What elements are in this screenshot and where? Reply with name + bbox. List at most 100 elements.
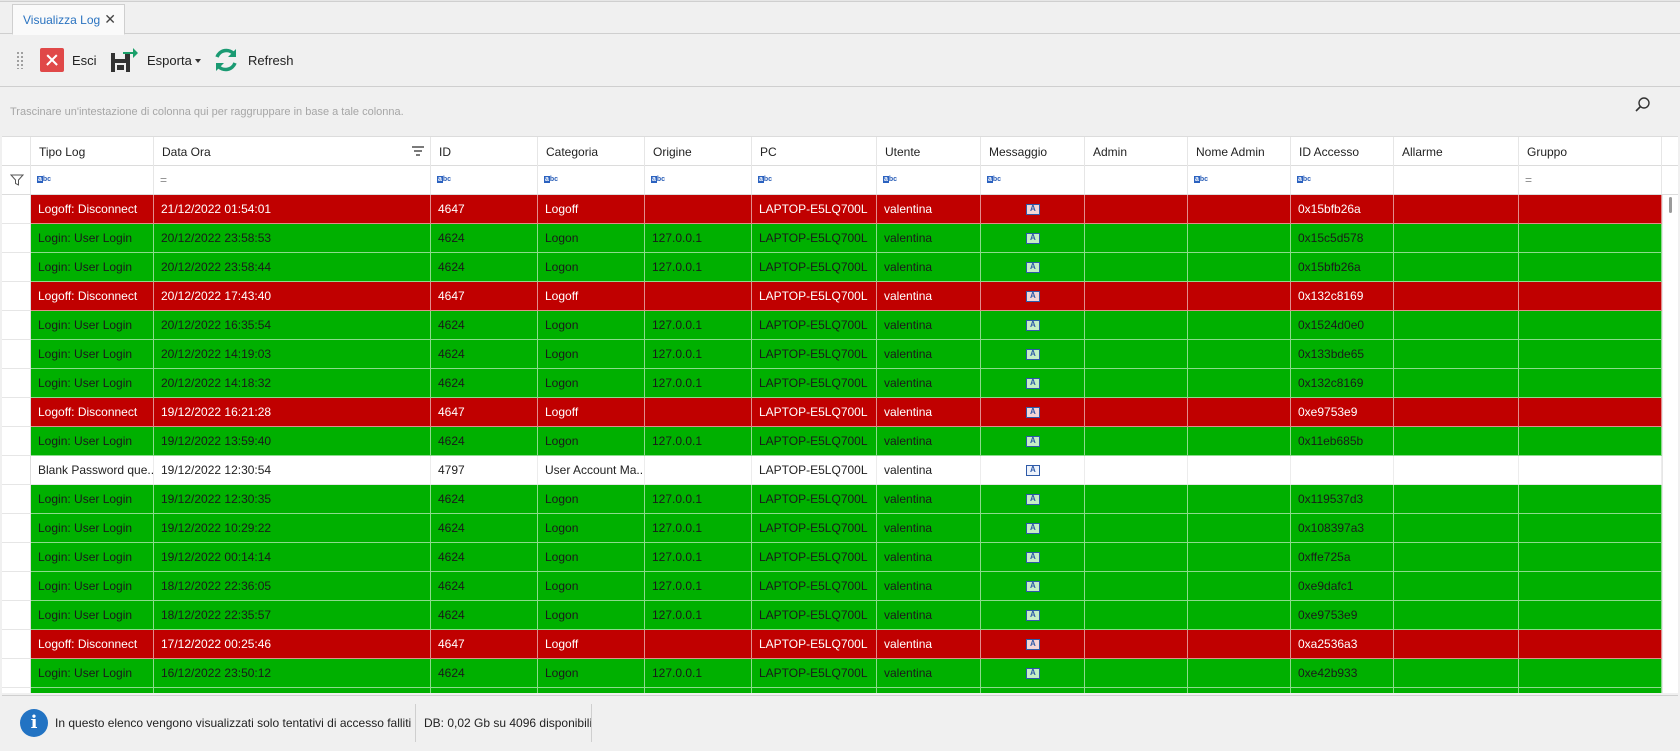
cell-cat[interactable]: Logoff (538, 195, 645, 224)
cell-tipo[interactable]: Login: User Login (31, 427, 154, 456)
cell-utente[interactable]: valentina (877, 282, 981, 311)
cell-utente[interactable]: valentina (877, 572, 981, 601)
cell-allarme[interactable] (1394, 659, 1519, 688)
message-icon[interactable] (1026, 319, 1040, 331)
cell-msg[interactable] (981, 514, 1085, 543)
filter-cell-gruppo[interactable]: = (1519, 166, 1662, 194)
cell-msg[interactable] (981, 688, 1085, 693)
cell-idacc[interactable]: 0x15c5d578 (1291, 224, 1394, 253)
cell-data[interactable] (154, 688, 431, 693)
cell-id[interactable]: 4624 (431, 601, 538, 630)
cell-id[interactable]: 4624 (431, 485, 538, 514)
table-row[interactable]: Login: User Login 19/12/2022 12:30:35 4624… (2, 485, 1662, 514)
cell-allarme[interactable] (1394, 456, 1519, 485)
table-row[interactable]: Login: User Login 20/12/2022 16:35:54 4624… (2, 311, 1662, 340)
cell-pc[interactable]: LAPTOP-E5LQ700L (752, 340, 877, 369)
table-row[interactable]: Logoff: Disconnect 20/12/2022 17:43:40 464… (2, 282, 1662, 311)
cell-allarme[interactable] (1394, 427, 1519, 456)
exit-button[interactable]: Esci (40, 45, 97, 75)
cell-cat[interactable]: Logoff (538, 630, 645, 659)
cell-nomeadmin[interactable] (1188, 195, 1291, 224)
cell-data[interactable]: 19/12/2022 16:21:28 (154, 398, 431, 427)
cell-cat[interactable]: Logon (538, 253, 645, 282)
cell-data[interactable]: 19/12/2022 12:30:35 (154, 485, 431, 514)
cell-gruppo[interactable] (1519, 601, 1662, 630)
cell-admin[interactable] (1085, 311, 1188, 340)
cell-cat[interactable]: Logon (538, 369, 645, 398)
cell-msg[interactable] (981, 195, 1085, 224)
cell-cat[interactable]: Logon (538, 311, 645, 340)
cell-admin[interactable] (1085, 601, 1188, 630)
cell-orig[interactable]: 127.0.0.1 (645, 369, 752, 398)
cell-pc[interactable]: LAPTOP-E5LQ700L (752, 630, 877, 659)
cell-idacc[interactable]: 0x1524d0e0 (1291, 311, 1394, 340)
cell-nomeadmin[interactable] (1188, 369, 1291, 398)
cell-admin[interactable] (1085, 485, 1188, 514)
filter-cell-idacc[interactable]: abc (1291, 166, 1394, 194)
filter-cell-pc[interactable]: abc (752, 166, 877, 194)
cell-pc[interactable]: LAPTOP-E5LQ700L (752, 543, 877, 572)
cell-id[interactable]: 4647 (431, 195, 538, 224)
cell-nomeadmin[interactable] (1188, 601, 1291, 630)
cell-msg[interactable] (981, 340, 1085, 369)
cell-orig[interactable]: 127.0.0.1 (645, 659, 752, 688)
cell-id[interactable] (431, 688, 538, 693)
cell-allarme[interactable] (1394, 340, 1519, 369)
cell-tipo[interactable]: Login: User Login (31, 224, 154, 253)
cell-tipo[interactable]: Login: User Login (31, 543, 154, 572)
cell-tipo[interactable]: Login: User Login (31, 340, 154, 369)
table-row[interactable]: Logoff: Disconnect 17/12/2022 00:25:46 464… (2, 630, 1662, 659)
cell-cat[interactable]: Logon (538, 659, 645, 688)
cell-gruppo[interactable] (1519, 572, 1662, 601)
cell-admin[interactable] (1085, 253, 1188, 282)
cell-data[interactable]: 20/12/2022 17:43:40 (154, 282, 431, 311)
cell-allarme[interactable] (1394, 224, 1519, 253)
cell-gruppo[interactable] (1519, 311, 1662, 340)
cell-data[interactable]: 18/12/2022 22:36:05 (154, 572, 431, 601)
row-indicator[interactable] (2, 195, 31, 224)
column-header-orig[interactable]: Origine (645, 137, 752, 166)
table-row[interactable]: Logoff: Disconnect 21/12/2022 01:54:01 464… (2, 195, 1662, 224)
cell-cat[interactable]: Logon (538, 514, 645, 543)
message-icon[interactable] (1026, 609, 1040, 621)
cell-admin[interactable] (1085, 543, 1188, 572)
cell-id[interactable]: 4647 (431, 630, 538, 659)
cell-gruppo[interactable] (1519, 630, 1662, 659)
cell-utente[interactable]: valentina (877, 427, 981, 456)
row-indicator[interactable] (2, 340, 31, 369)
cell-pc[interactable]: LAPTOP-E5LQ700L (752, 485, 877, 514)
cell-allarme[interactable] (1394, 282, 1519, 311)
cell-data[interactable]: 20/12/2022 16:35:54 (154, 311, 431, 340)
cell-orig[interactable]: 127.0.0.1 (645, 253, 752, 282)
cell-admin[interactable] (1085, 195, 1188, 224)
cell-orig[interactable] (645, 630, 752, 659)
cell-gruppo[interactable] (1519, 253, 1662, 282)
cell-allarme[interactable] (1394, 369, 1519, 398)
row-indicator[interactable] (2, 456, 31, 485)
cell-id[interactable]: 4624 (431, 224, 538, 253)
column-header-tipo[interactable]: Tipo Log (31, 137, 154, 166)
message-icon[interactable] (1026, 580, 1040, 592)
table-row[interactable]: Login: User Login 20/12/2022 23:58:44 4624… (2, 253, 1662, 282)
filter-cell-cat[interactable]: abc (538, 166, 645, 194)
cell-gruppo[interactable] (1519, 688, 1662, 693)
cell-msg[interactable] (981, 630, 1085, 659)
row-indicator[interactable] (2, 630, 31, 659)
sort-descending-icon[interactable] (412, 145, 424, 157)
column-header-pc[interactable]: PC (752, 137, 877, 166)
cell-allarme[interactable] (1394, 398, 1519, 427)
cell-id[interactable]: 4624 (431, 340, 538, 369)
row-indicator[interactable] (2, 485, 31, 514)
column-header-nomeadmin[interactable]: Nome Admin (1188, 137, 1291, 166)
scrollbar-thumb[interactable] (1669, 197, 1672, 213)
cell-pc[interactable]: LAPTOP-E5LQ700L (752, 601, 877, 630)
cell-allarme[interactable] (1394, 601, 1519, 630)
row-indicator[interactable] (2, 514, 31, 543)
cell-cat[interactable]: Logon (538, 427, 645, 456)
row-indicator[interactable] (2, 253, 31, 282)
cell-msg[interactable] (981, 485, 1085, 514)
cell-idacc[interactable]: 0x133bde65 (1291, 340, 1394, 369)
cell-nomeadmin[interactable] (1188, 514, 1291, 543)
filter-cell-orig[interactable]: abc (645, 166, 752, 194)
cell-id[interactable]: 4624 (431, 369, 538, 398)
